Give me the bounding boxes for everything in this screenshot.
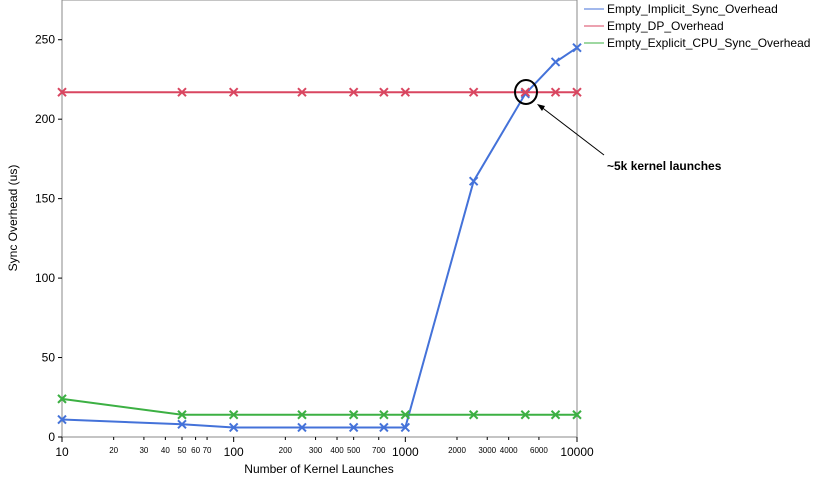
series-Empty_Implicit_Sync_Overhead bbox=[57, 42, 582, 433]
y-tick-label: 100 bbox=[35, 271, 55, 285]
data-point bbox=[348, 410, 359, 420]
x-minor-tick-label: 700 bbox=[372, 446, 386, 455]
data-point bbox=[400, 87, 411, 97]
x-minor-tick-label: 6000 bbox=[530, 446, 548, 455]
y-tick-label: 200 bbox=[35, 112, 55, 126]
x-minor-tick-label: 70 bbox=[203, 446, 212, 455]
data-point bbox=[572, 87, 582, 97]
y-tick-label: 150 bbox=[35, 192, 55, 206]
x-minor-tick-label: 40 bbox=[161, 446, 170, 455]
data-point bbox=[228, 87, 239, 97]
data-point bbox=[550, 410, 561, 420]
x-minor-tick-label: 500 bbox=[347, 446, 361, 455]
data-point bbox=[57, 414, 67, 425]
legend-item: Empty_DP_Overhead bbox=[584, 19, 724, 33]
x-axis-title: Number of Kernel Launches bbox=[244, 462, 393, 476]
data-point bbox=[348, 422, 359, 433]
data-point bbox=[379, 410, 389, 420]
highlight-ellipse bbox=[514, 79, 538, 105]
x-minor-tick-label: 2000 bbox=[448, 446, 466, 455]
x-minor-tick-label: 50 bbox=[178, 446, 187, 455]
data-point bbox=[297, 87, 307, 97]
x-minor-tick-label: 30 bbox=[139, 446, 148, 455]
data-point bbox=[520, 89, 531, 99]
legend-item: Empty_Explicit_CPU_Sync_Overhead bbox=[584, 36, 810, 50]
data-point bbox=[468, 410, 479, 420]
x-tick-label: 10 bbox=[55, 445, 69, 459]
y-tick-label: 0 bbox=[48, 430, 55, 444]
x-tick-label: 100 bbox=[224, 445, 244, 459]
y-tick-label: 50 bbox=[42, 351, 56, 365]
data-point bbox=[57, 394, 67, 404]
x-minor-tick-label: 60 bbox=[191, 446, 200, 455]
x-minor-tick-label: 300 bbox=[309, 446, 323, 455]
annotation-label: ~5k kernel launches bbox=[607, 159, 722, 173]
data-point bbox=[550, 87, 561, 97]
data-point bbox=[177, 87, 187, 97]
arrow-head bbox=[537, 104, 545, 111]
plot-area bbox=[61, 0, 578, 438]
x-minor-tick-label: 4000 bbox=[500, 446, 518, 455]
series-Empty_Explicit_CPU_Sync_Overhead bbox=[57, 394, 582, 420]
data-point bbox=[177, 410, 187, 420]
data-point bbox=[379, 87, 389, 97]
data-point bbox=[520, 410, 531, 420]
data-point bbox=[400, 422, 411, 433]
legend-item: Empty_Implicit_Sync_Overhead bbox=[584, 2, 778, 16]
x-minor-tick-label: 20 bbox=[109, 446, 118, 455]
legend-label: Empty_Explicit_CPU_Sync_Overhead bbox=[607, 36, 810, 50]
legend: Empty_Implicit_Sync_Overhead Empty_DP_Ove… bbox=[584, 2, 810, 50]
y-axis-title: Sync Overhead (us) bbox=[6, 165, 20, 272]
data-point bbox=[520, 87, 531, 97]
data-point bbox=[572, 42, 582, 53]
data-point bbox=[468, 87, 479, 97]
data-point bbox=[550, 57, 561, 67]
data-point bbox=[348, 87, 359, 97]
x-minor-tick-label: 200 bbox=[279, 446, 293, 455]
y-tick-label: 250 bbox=[35, 33, 55, 47]
legend-label: Empty_Implicit_Sync_Overhead bbox=[607, 2, 778, 16]
data-point bbox=[468, 176, 479, 186]
data-point bbox=[400, 410, 411, 420]
data-point bbox=[57, 87, 67, 97]
data-point bbox=[228, 410, 239, 420]
legend-label: Empty_DP_Overhead bbox=[607, 19, 724, 33]
x-minor-tick-label: 400 bbox=[330, 446, 344, 455]
annotation-arrow bbox=[539, 105, 605, 156]
data-point bbox=[228, 422, 239, 433]
data-point bbox=[379, 422, 389, 433]
x-minor-tick-label: 3000 bbox=[478, 446, 496, 455]
x-tick-label: 1000 bbox=[392, 445, 419, 459]
data-point bbox=[297, 410, 307, 420]
x-tick-label: 10000 bbox=[560, 445, 594, 459]
series-layer bbox=[57, 42, 582, 433]
data-point bbox=[297, 422, 307, 433]
data-point bbox=[572, 410, 582, 420]
data-point bbox=[177, 419, 187, 429]
series-Empty_DP_Overhead bbox=[57, 87, 582, 97]
annotation-layer: ~5k kernel launches bbox=[514, 79, 722, 173]
